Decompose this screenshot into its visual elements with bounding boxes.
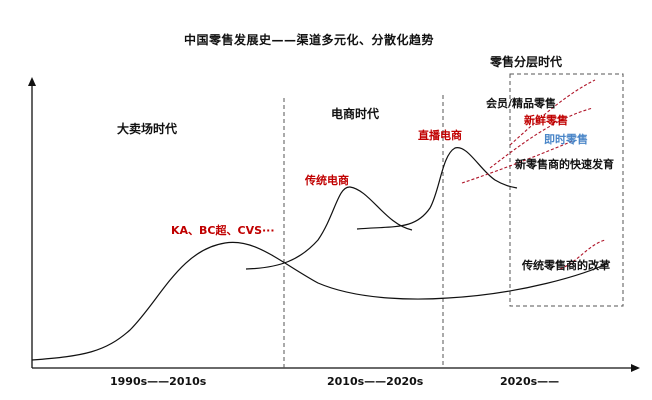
annotation-member-premium-retail: 会员/精品零售: [486, 97, 557, 110]
member-premium-dashed-curve: [509, 79, 596, 146]
livestream-ecommerce-curve: [356, 147, 518, 230]
annotation-traditional-ecommerce: 传统电商: [305, 174, 349, 187]
annotation-ka-bc-cvs: KA、BC超、CVS···: [171, 224, 275, 237]
instant-retail-dashed-curve: [461, 139, 576, 184]
x-axis-arrow: [631, 364, 640, 372]
hypermarket-curve: [31, 241, 611, 361]
annotation-new-retailer-growth: 新零售商的快速发育: [515, 158, 614, 171]
era-label-hypermarket: 大卖场时代: [117, 122, 178, 136]
traditional-retailer-reform-dashed-curve: [559, 239, 606, 270]
era-label-layered-retail: 零售分层时代: [490, 55, 563, 69]
diagram-title: 中国零售发展史——渠道多元化、分散化趋势: [184, 33, 435, 47]
era-label-ecommerce: 电商时代: [331, 107, 380, 121]
axis-period-2010s-2020s: 2010s——2020s: [327, 375, 424, 388]
traditional-ecommerce-curve: [245, 186, 413, 270]
layered-era-box: [509, 73, 624, 307]
annotation-livestream-ecommerce: 直播电商: [418, 129, 462, 142]
axis-period-2020s: 2020s——: [500, 375, 560, 388]
axis-period-1990s-2010s: 1990s——2010s: [110, 375, 207, 388]
annotation-instant-retail: 即时零售: [544, 133, 588, 146]
fresh-retail-dashed-curve: [489, 107, 594, 169]
y-axis-arrow: [28, 77, 36, 86]
annotation-traditional-retailer-reform: 传统零售商的改革: [522, 259, 610, 272]
annotation-fresh-retail: 新鲜零售: [524, 114, 568, 127]
